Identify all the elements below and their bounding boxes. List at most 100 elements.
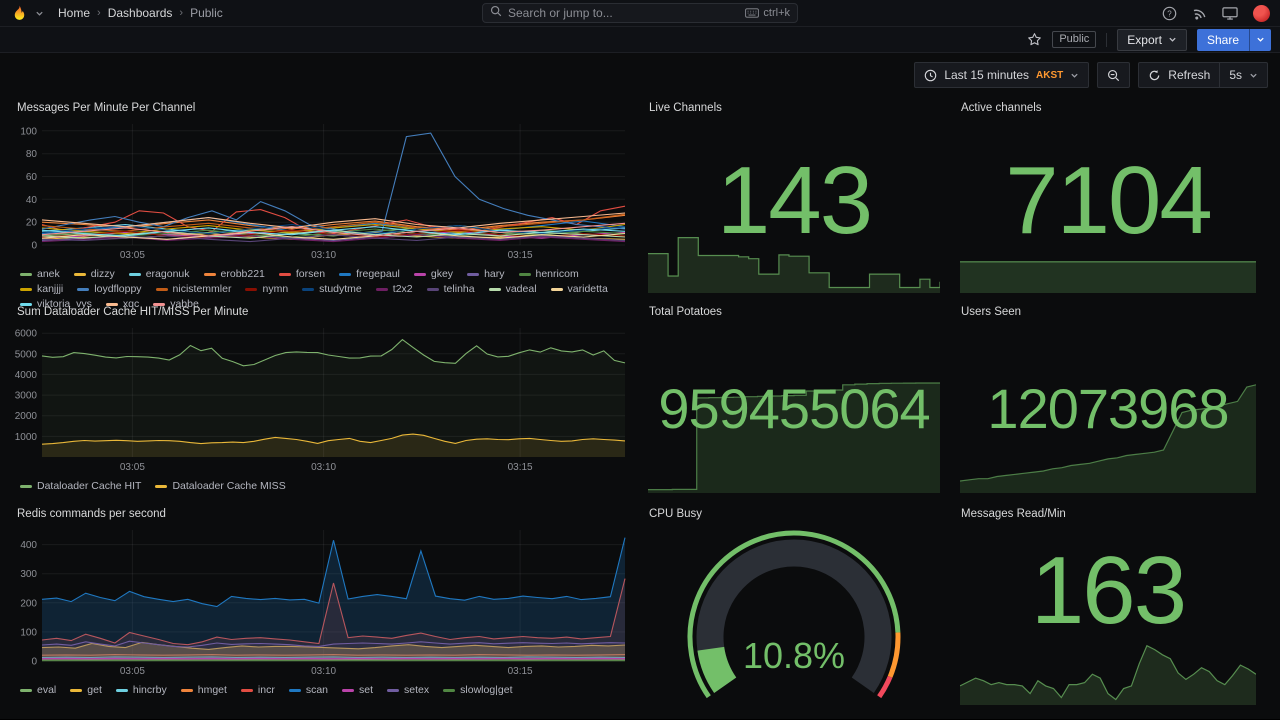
legend-item[interactable]: hary — [467, 268, 505, 280]
legend-item[interactable]: setex — [387, 684, 429, 696]
legend-series-label: loydfloppy — [94, 283, 142, 295]
legend-series-label: eragonuk — [145, 268, 190, 280]
legend-series-label: gkey — [430, 268, 454, 280]
chevron-down-icon[interactable] — [35, 9, 44, 18]
refresh-interval-button[interactable]: 5s — [1219, 63, 1267, 87]
legend-series-label: telinha — [443, 283, 475, 295]
legend-series-label: henricom — [535, 268, 579, 280]
legend-item[interactable]: gkey — [413, 268, 454, 280]
time-controls: Last 15 minutes AKST Refresh 5s — [914, 62, 1268, 88]
legend-item[interactable]: fregepaul — [339, 268, 400, 280]
legend-series-label: fregepaul — [356, 268, 400, 280]
legend-item[interactable]: hmget — [180, 684, 227, 696]
legend-item[interactable]: Dataloader Cache HIT — [20, 480, 141, 492]
legend-item[interactable]: telinha — [426, 283, 475, 295]
svg-text:80: 80 — [26, 149, 38, 160]
legend-item[interactable]: set — [342, 684, 373, 696]
legend-item[interactable]: get — [70, 684, 102, 696]
legend-item[interactable]: dizzy — [73, 268, 115, 280]
legend-series-color — [387, 688, 400, 692]
legend-item[interactable]: t2x2 — [375, 283, 413, 295]
chevron-down-icon — [1169, 37, 1176, 42]
breadcrumb-dashboards[interactable]: Dashboards — [107, 6, 173, 20]
legend-item[interactable]: nicistemmler — [155, 283, 232, 295]
legend-series-color — [375, 287, 388, 291]
legend-item[interactable]: kanjjji — [20, 283, 63, 295]
legend-item[interactable]: vadeal — [488, 283, 537, 295]
export-button[interactable]: Export — [1117, 28, 1187, 51]
news-rss-icon[interactable] — [1192, 6, 1207, 21]
refresh-button[interactable]: Refresh — [1139, 63, 1219, 87]
legend-item[interactable]: xqc — [105, 298, 139, 310]
svg-text:3000: 3000 — [15, 391, 38, 402]
legend-series-color — [550, 287, 563, 291]
legend-series-label: slowlog|get — [460, 684, 513, 696]
panel-active-channels: Active channels 7104 — [952, 97, 1264, 297]
stat-value: 12073968 — [987, 377, 1229, 440]
panel-title: Live Channels — [649, 102, 722, 114]
legend-item[interactable]: slowlog|get — [443, 684, 513, 696]
legend-item[interactable]: anek — [20, 268, 60, 280]
legend-item[interactable]: studytme — [302, 283, 362, 295]
breadcrumb-current: Public — [190, 6, 223, 20]
legend-item[interactable]: yabbe — [153, 298, 199, 310]
svg-text:5000: 5000 — [15, 349, 38, 360]
svg-text:1000: 1000 — [15, 432, 38, 443]
legend-item[interactable]: forsen — [278, 268, 325, 280]
legend-series-color — [20, 287, 32, 291]
legend-series-color — [70, 688, 83, 692]
time-range-button[interactable]: Last 15 minutes AKST — [914, 62, 1090, 88]
legend-series-label: Dataloader Cache HIT — [37, 480, 142, 492]
panel-cpu-busy: CPU Busy 10.8% — [640, 503, 948, 715]
legend-item[interactable]: varidetta — [550, 283, 608, 295]
svg-text:40: 40 — [26, 195, 38, 206]
legend-series-color — [467, 272, 480, 276]
legend-item[interactable]: loydfloppy — [77, 283, 142, 295]
legend-item[interactable]: viktoria_vys — [20, 298, 92, 310]
legend-series-color — [20, 272, 32, 276]
legend-series-color — [240, 688, 253, 692]
svg-text:03:10: 03:10 — [311, 250, 336, 261]
star-icon[interactable] — [1027, 32, 1042, 47]
panel-users-seen: Users Seen 12073968 — [952, 301, 1264, 497]
svg-text:03:10: 03:10 — [311, 462, 336, 473]
search-input[interactable] — [508, 6, 740, 20]
share-dropdown-button[interactable] — [1249, 28, 1271, 51]
help-icon[interactable]: ? — [1162, 6, 1177, 21]
legend-series-label: nicistemmler — [172, 283, 232, 295]
messages-chart: 0 20 40 60 80 100 03:05 03:10 03:15 — [20, 124, 626, 261]
breadcrumb-home[interactable]: Home — [58, 6, 91, 20]
legend-series-label: scan — [305, 684, 329, 696]
grafana-logo[interactable] — [10, 4, 29, 23]
panel-dataloader-cache: Sum Dataloader Cache HIT/MISS Per Minute… — [8, 301, 632, 497]
share-button[interactable]: Share — [1196, 28, 1249, 51]
legend-series-color — [77, 287, 90, 291]
legend-series-label: hmget — [197, 684, 227, 696]
legend-item[interactable]: henricom — [518, 268, 579, 280]
clock-icon — [925, 69, 937, 81]
legend-item[interactable]: scan — [288, 684, 329, 696]
legend-item[interactable]: nymn — [245, 283, 288, 295]
legend-series-label: anek — [37, 268, 60, 280]
svg-text:400: 400 — [20, 540, 37, 551]
legend-item[interactable]: incr — [240, 684, 275, 696]
dashboard-action-bar: Public Export Share — [0, 27, 1280, 53]
legend-series-color — [155, 287, 168, 291]
user-avatar[interactable] — [1253, 4, 1270, 22]
legend-item[interactable]: hincrby — [115, 684, 167, 696]
search-box[interactable]: ctrl+k — [482, 3, 798, 23]
keyboard-icon — [745, 8, 760, 18]
stat-value: 959455064 — [658, 377, 930, 440]
legend-item[interactable]: erobb221 — [203, 268, 265, 280]
legend-item[interactable]: Dataloader Cache MISS — [155, 480, 286, 492]
display-icon[interactable] — [1222, 6, 1238, 21]
legend-item[interactable]: eragonuk — [128, 268, 190, 280]
legend-series-label: erobb221 — [220, 268, 265, 280]
legend-series-label: studytme — [319, 283, 362, 295]
legend-item[interactable]: eval — [20, 684, 56, 696]
legend-series-label: dizzy — [90, 268, 115, 280]
stat-value: 163 — [1030, 537, 1187, 644]
legend-series-color — [20, 302, 32, 306]
svg-text:03:15: 03:15 — [508, 250, 533, 261]
zoom-out-button[interactable] — [1097, 62, 1131, 88]
